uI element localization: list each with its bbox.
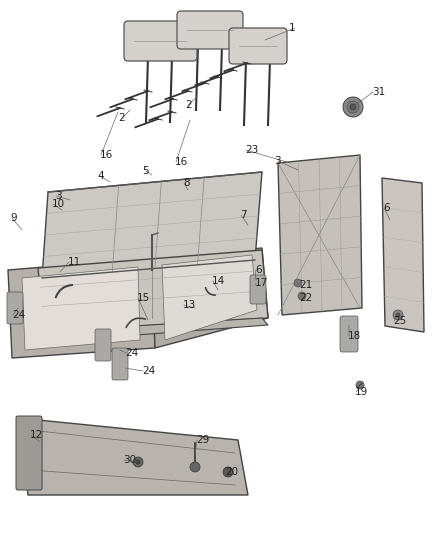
Text: 21: 21 bbox=[299, 280, 312, 290]
Text: 30: 30 bbox=[123, 455, 136, 465]
Text: 16: 16 bbox=[100, 150, 113, 160]
FancyBboxPatch shape bbox=[95, 329, 111, 361]
Text: 25: 25 bbox=[393, 316, 406, 326]
Polygon shape bbox=[38, 250, 268, 332]
Text: 24: 24 bbox=[142, 366, 155, 376]
Text: 24: 24 bbox=[12, 310, 25, 320]
Text: 31: 31 bbox=[372, 87, 385, 97]
Text: 24: 24 bbox=[125, 348, 138, 358]
Circle shape bbox=[136, 460, 140, 464]
Polygon shape bbox=[38, 318, 268, 342]
Text: 2: 2 bbox=[185, 100, 192, 110]
FancyBboxPatch shape bbox=[7, 292, 23, 324]
FancyBboxPatch shape bbox=[124, 21, 197, 61]
Text: 16: 16 bbox=[175, 157, 188, 167]
Text: 12: 12 bbox=[30, 430, 43, 440]
FancyBboxPatch shape bbox=[229, 28, 287, 64]
Text: 8: 8 bbox=[183, 178, 190, 188]
Text: 4: 4 bbox=[97, 171, 104, 181]
FancyBboxPatch shape bbox=[340, 316, 358, 352]
Circle shape bbox=[298, 292, 306, 300]
Polygon shape bbox=[152, 248, 268, 348]
Circle shape bbox=[396, 313, 400, 317]
Text: 10: 10 bbox=[52, 199, 65, 209]
Text: 17: 17 bbox=[255, 278, 268, 288]
Circle shape bbox=[133, 457, 143, 467]
Text: 2: 2 bbox=[118, 113, 125, 123]
Text: 5: 5 bbox=[142, 166, 148, 176]
Circle shape bbox=[223, 467, 233, 477]
Text: 22: 22 bbox=[299, 293, 312, 303]
FancyBboxPatch shape bbox=[177, 11, 243, 49]
Text: 6: 6 bbox=[383, 203, 390, 213]
Text: 7: 7 bbox=[240, 210, 247, 220]
Text: 11: 11 bbox=[68, 257, 81, 267]
Circle shape bbox=[347, 101, 359, 113]
Text: 18: 18 bbox=[348, 331, 361, 341]
Text: 15: 15 bbox=[137, 293, 150, 303]
Text: 14: 14 bbox=[212, 276, 225, 286]
Text: 19: 19 bbox=[355, 387, 368, 397]
Polygon shape bbox=[18, 418, 248, 495]
Polygon shape bbox=[162, 255, 257, 340]
Circle shape bbox=[350, 104, 356, 110]
Text: 3: 3 bbox=[55, 191, 62, 201]
Polygon shape bbox=[22, 267, 140, 350]
Circle shape bbox=[393, 310, 403, 320]
FancyBboxPatch shape bbox=[16, 416, 42, 490]
FancyBboxPatch shape bbox=[250, 275, 266, 304]
Circle shape bbox=[190, 462, 200, 472]
Text: 9: 9 bbox=[10, 213, 17, 223]
Circle shape bbox=[294, 279, 302, 287]
Polygon shape bbox=[42, 172, 262, 278]
Text: 6: 6 bbox=[255, 265, 261, 275]
Polygon shape bbox=[278, 155, 362, 315]
Text: 23: 23 bbox=[245, 145, 258, 155]
Circle shape bbox=[356, 381, 364, 389]
Text: 13: 13 bbox=[183, 300, 196, 310]
Text: 29: 29 bbox=[196, 435, 209, 445]
Text: 1: 1 bbox=[289, 23, 296, 33]
Circle shape bbox=[343, 97, 363, 117]
Text: 3: 3 bbox=[274, 156, 281, 166]
Text: 20: 20 bbox=[225, 467, 238, 477]
FancyBboxPatch shape bbox=[112, 348, 128, 380]
Polygon shape bbox=[382, 178, 424, 332]
Polygon shape bbox=[8, 258, 155, 358]
